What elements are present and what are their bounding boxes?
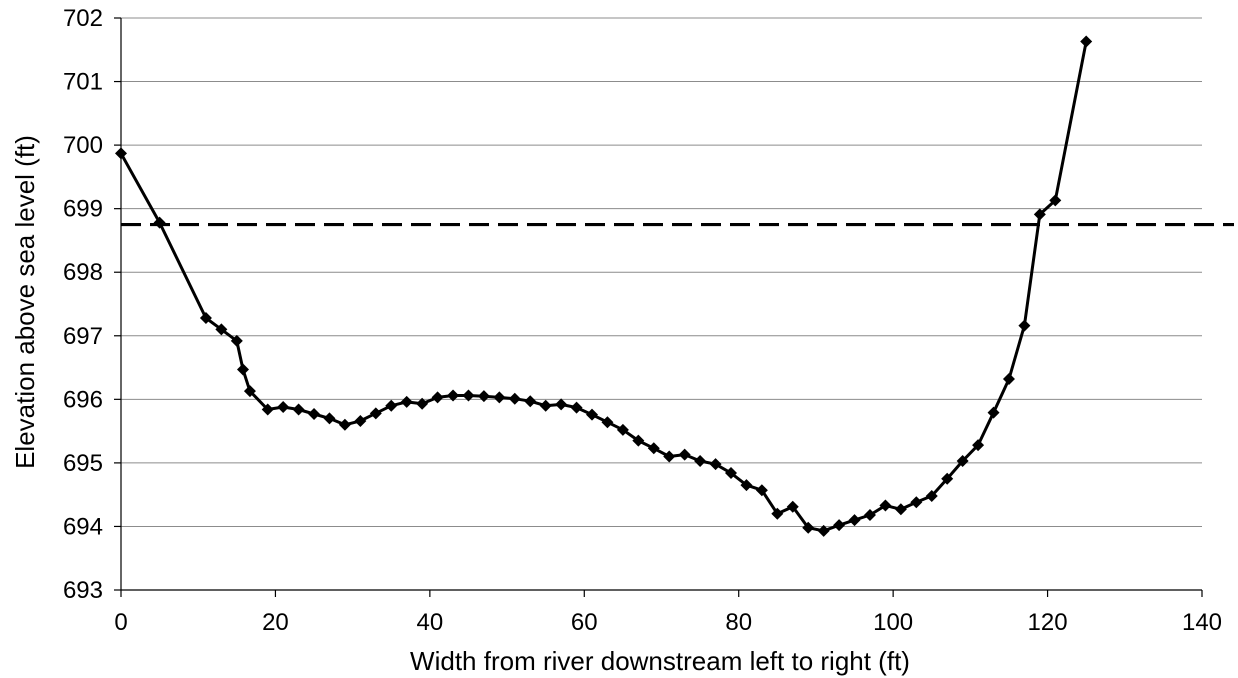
data-point-38 [740, 479, 753, 492]
data-point-39 [755, 484, 768, 497]
data-point-53 [972, 439, 985, 452]
grid-lines [121, 17, 1202, 527]
x-tick-label-120: 120 [1028, 609, 1068, 636]
y-tick-labels: 693 694 695 696 697 698 699 700 701 702 [63, 5, 103, 604]
y-tick-label-700: 700 [63, 132, 103, 159]
data-point-44 [833, 519, 846, 532]
data-point-7 [261, 403, 274, 416]
data-point-6 [243, 385, 256, 398]
data-point-15 [385, 399, 398, 412]
data-point-48 [894, 503, 907, 516]
data-point-16 [400, 395, 413, 408]
data-point-43 [817, 524, 830, 537]
data-point-5 [236, 363, 249, 376]
x-tick-label-40: 40 [417, 609, 444, 636]
data-point-35 [694, 454, 707, 467]
y-axis-title: Elevation above sea level (ft) [10, 135, 40, 469]
x-tick-label-100: 100 [873, 609, 913, 636]
y-tick-label-702: 702 [63, 5, 103, 32]
data-point-42 [802, 521, 815, 534]
y-tick-label-697: 697 [63, 323, 103, 350]
data-point-10 [308, 407, 321, 420]
x-tick-label-60: 60 [571, 609, 598, 636]
y-tick-label-695: 695 [63, 450, 103, 477]
x-axis-title: Width from river downstream left to righ… [410, 646, 910, 676]
y-tick-label-698: 698 [63, 259, 103, 286]
data-point-32 [647, 442, 660, 455]
data-point-58 [1049, 194, 1062, 207]
data-point-25 [539, 399, 552, 412]
data-point-27 [570, 401, 583, 414]
data-point-2 [199, 311, 212, 324]
data-point-59 [1080, 35, 1093, 48]
data-point-50 [925, 489, 938, 502]
data-point-28 [586, 408, 599, 421]
data-point-30 [616, 423, 629, 436]
x-tick-label-20: 20 [262, 609, 289, 636]
data-point-54 [987, 406, 1000, 419]
data-point-3 [215, 323, 228, 336]
data-point-52 [956, 454, 969, 467]
data-point-19 [447, 389, 460, 402]
data-point-41 [786, 500, 799, 513]
y-tick-label-699: 699 [63, 196, 103, 223]
data-point-56 [1018, 319, 1031, 332]
data-point-29 [601, 416, 614, 429]
data-point-51 [941, 472, 954, 485]
data-point-37 [724, 467, 737, 480]
data-point-23 [508, 392, 521, 405]
x-tick-labels: 0 20 40 60 80 100 120 140 [114, 609, 1222, 636]
y-tick-label-694: 694 [63, 513, 103, 540]
y-tick-label-696: 696 [63, 386, 103, 413]
y-tick-label-701: 701 [63, 69, 103, 96]
series-layer [115, 35, 1093, 537]
axes [114, 17, 1203, 597]
y-tick-label-693: 693 [63, 577, 103, 604]
data-point-40 [771, 507, 784, 520]
data-point-17 [416, 397, 429, 410]
data-point-0 [115, 147, 127, 160]
data-point-4 [230, 334, 243, 347]
data-point-21 [477, 390, 490, 403]
data-point-36 [709, 458, 722, 471]
data-point-45 [848, 514, 861, 527]
x-tick-label-140: 140 [1182, 609, 1222, 636]
data-point-34 [678, 448, 691, 461]
data-point-20 [462, 389, 475, 402]
data-point-22 [493, 391, 506, 404]
data-point-57 [1033, 208, 1046, 221]
data-point-12 [338, 418, 351, 431]
data-point-14 [369, 407, 382, 420]
data-point-26 [555, 398, 568, 411]
data-point-11 [323, 412, 336, 425]
data-point-31 [632, 434, 645, 447]
x-tick-label-0: 0 [114, 609, 127, 636]
data-point-18 [431, 391, 444, 404]
data-point-1 [153, 216, 166, 229]
data-point-9 [292, 403, 305, 416]
data-point-47 [879, 499, 892, 512]
data-point-46 [863, 509, 876, 522]
series-line-0 [119, 41, 1088, 533]
x-tick-label-80: 80 [725, 609, 752, 636]
data-point-24 [524, 395, 537, 408]
data-point-13 [354, 414, 367, 427]
data-point-49 [910, 496, 923, 509]
data-point-55 [1002, 372, 1015, 385]
data-point-8 [277, 400, 290, 413]
data-point-33 [663, 450, 676, 463]
